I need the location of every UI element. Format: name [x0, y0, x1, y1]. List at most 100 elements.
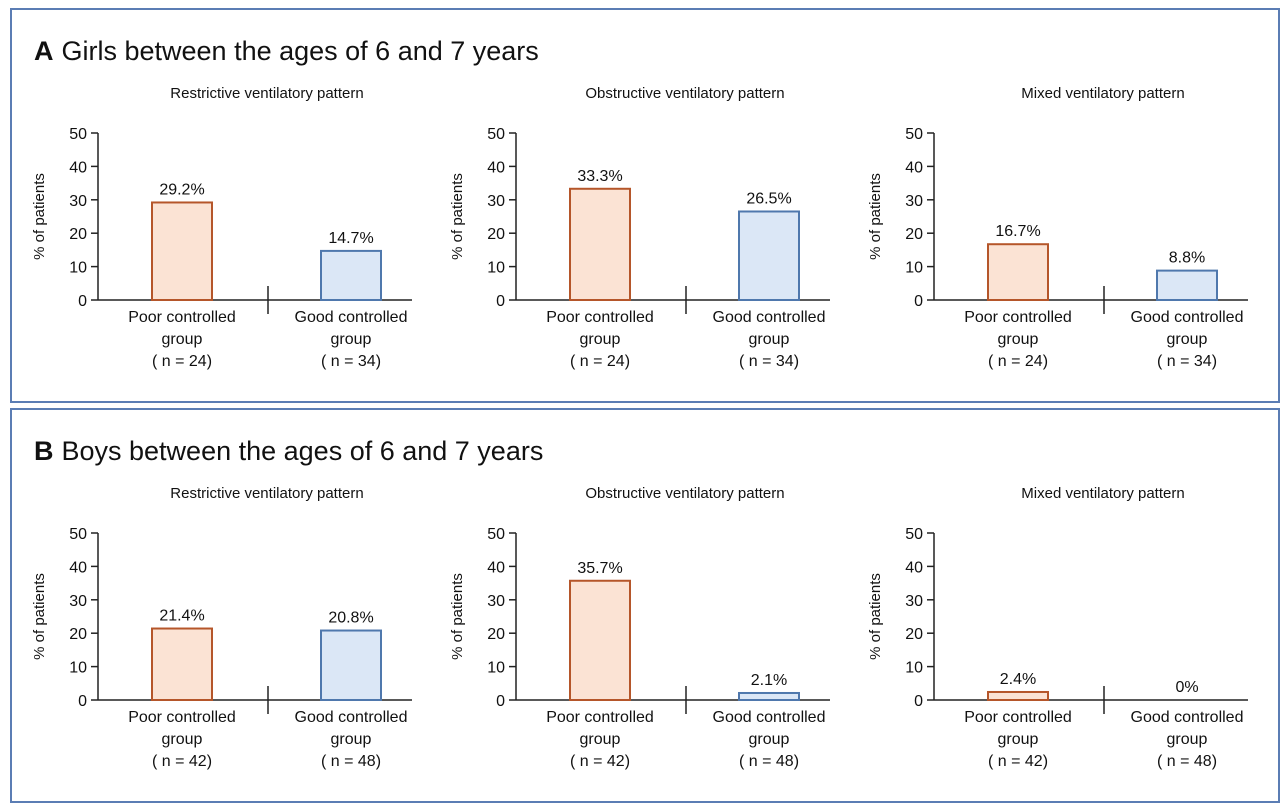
y-axis-label: % of patients — [31, 173, 48, 260]
data-label: 35.7% — [577, 560, 622, 577]
good-controlled-bar — [320, 629, 382, 701]
y-tick-label: 0 — [78, 693, 87, 710]
good-controlled-bar — [738, 691, 800, 701]
x-category-label: Good controlled — [295, 709, 408, 726]
chart-title: Obstructive ventilatory pattern — [585, 85, 784, 102]
y-axis-label: % of patients — [449, 173, 466, 260]
y-tick-label: 40 — [905, 159, 923, 176]
chart-title: Mixed ventilatory pattern — [1021, 85, 1184, 102]
x-category-label: Poor controlled — [964, 309, 1072, 326]
panel-b-title: Boys between the ages of 6 and 7 years — [61, 436, 544, 466]
data-label: 16.7% — [995, 223, 1040, 240]
x-category-label: group — [1167, 331, 1208, 348]
y-tick-label: 10 — [69, 660, 87, 677]
y-tick-label: 20 — [487, 626, 505, 643]
y-tick-label: 10 — [487, 660, 505, 677]
chart-1-1: Obstructive ventilatory pattern % of pati… — [449, 485, 830, 770]
x-category-label: group — [162, 731, 203, 748]
x-category-label: Good controlled — [713, 709, 826, 726]
y-tick-label: 30 — [69, 593, 87, 610]
x-category-label: ( n = 48) — [321, 753, 381, 770]
data-label: 14.7% — [328, 230, 373, 247]
x-category-label: ( n = 48) — [739, 753, 799, 770]
x-category-label: ( n = 34) — [321, 353, 381, 370]
y-tick-label: 0 — [78, 293, 87, 310]
x-category-label: Good controlled — [713, 309, 826, 326]
y-tick-label: 40 — [905, 559, 923, 576]
x-category-label: Poor controlled — [128, 309, 236, 326]
x-category-label: ( n = 48) — [1157, 753, 1217, 770]
data-label: 2.1% — [751, 672, 787, 689]
x-category-label: group — [1167, 731, 1208, 748]
y-tick-label: 10 — [487, 260, 505, 277]
x-category-label: ( n = 24) — [152, 353, 212, 370]
panel-a-charts: Restrictive ventilatory pattern % of pati… — [31, 85, 1248, 370]
x-category-label: Good controlled — [1131, 309, 1244, 326]
y-tick-label: 50 — [487, 126, 505, 143]
x-category-label: Poor controlled — [964, 709, 1072, 726]
x-category-label: ( n = 24) — [988, 353, 1048, 370]
x-category-label: Poor controlled — [546, 309, 654, 326]
y-tick-label: 0 — [496, 693, 505, 710]
data-label: 29.2% — [159, 181, 204, 198]
data-label: 33.3% — [577, 168, 622, 185]
data-label: 21.4% — [159, 608, 204, 625]
data-label: 20.8% — [328, 610, 373, 627]
panel-a-letter: A — [34, 36, 54, 66]
x-category-label: group — [749, 731, 790, 748]
y-tick-label: 30 — [905, 193, 923, 210]
y-tick-label: 10 — [905, 260, 923, 277]
chart-title: Restrictive ventilatory pattern — [170, 85, 363, 102]
good-controlled-bar — [738, 210, 800, 302]
y-axis-label: % of patients — [31, 573, 48, 660]
poor-controlled-bar — [151, 201, 213, 301]
y-tick-label: 0 — [914, 293, 923, 310]
y-tick-label: 40 — [69, 559, 87, 576]
x-category-label: Poor controlled — [128, 709, 236, 726]
x-category-label: Poor controlled — [546, 709, 654, 726]
panel-b-heading: B Boys between the ages of 6 and 7 years — [34, 436, 543, 467]
y-tick-label: 50 — [69, 126, 87, 143]
data-label: 0% — [1175, 679, 1198, 696]
y-axis-label: % of patients — [867, 173, 884, 260]
good-controlled-bar — [1156, 269, 1218, 302]
y-tick-label: 20 — [69, 226, 87, 243]
x-category-label: group — [998, 331, 1039, 348]
y-tick-label: 20 — [69, 626, 87, 643]
y-axis-label: % of patients — [867, 573, 884, 660]
data-label: 2.4% — [1000, 671, 1036, 688]
y-tick-label: 30 — [69, 193, 87, 210]
chart-1-2: Mixed ventilatory pattern % of patients 0 1… — [867, 485, 1248, 770]
x-category-label: group — [331, 731, 372, 748]
y-tick-label: 0 — [914, 693, 923, 710]
x-category-label: group — [580, 331, 621, 348]
chart-0-2: Mixed ventilatory pattern % of patients 0 1… — [867, 85, 1248, 370]
chart-title: Obstructive ventilatory pattern — [585, 485, 784, 502]
y-tick-label: 20 — [487, 226, 505, 243]
y-tick-label: 40 — [69, 159, 87, 176]
poor-controlled-bar — [569, 187, 631, 301]
x-category-label: ( n = 42) — [152, 753, 212, 770]
poor-controlled-bar — [569, 579, 631, 701]
poor-controlled-bar — [151, 627, 213, 701]
chart-title: Restrictive ventilatory pattern — [170, 485, 363, 502]
panel-a-heading: A Girls between the ages of 6 and 7 years — [34, 36, 539, 67]
y-tick-label: 10 — [905, 660, 923, 677]
poor-controlled-bar — [987, 690, 1049, 702]
x-category-label: ( n = 42) — [988, 753, 1048, 770]
x-category-label: ( n = 24) — [570, 353, 630, 370]
y-tick-label: 20 — [905, 226, 923, 243]
good-controlled-bar — [320, 249, 382, 301]
chart-0-0: Restrictive ventilatory pattern % of pati… — [31, 85, 412, 370]
x-category-label: Good controlled — [295, 309, 408, 326]
y-tick-label: 30 — [487, 593, 505, 610]
y-tick-label: 0 — [496, 293, 505, 310]
poor-controlled-bar — [987, 243, 1049, 301]
y-tick-label: 50 — [487, 526, 505, 543]
x-category-label: ( n = 34) — [739, 353, 799, 370]
y-tick-label: 40 — [487, 159, 505, 176]
chart-0-1: Obstructive ventilatory pattern % of pati… — [449, 85, 830, 370]
panel-a: A Girls between the ages of 6 and 7 years… — [10, 8, 1280, 403]
y-tick-label: 10 — [69, 260, 87, 277]
data-label: 8.8% — [1169, 250, 1205, 267]
